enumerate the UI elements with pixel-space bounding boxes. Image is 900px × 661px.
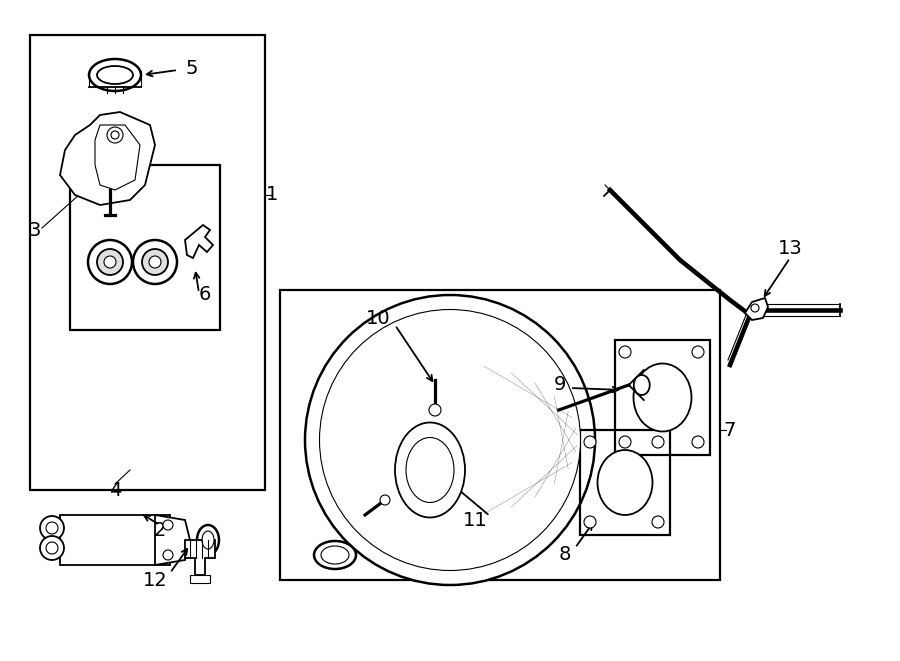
Circle shape bbox=[163, 550, 173, 560]
Circle shape bbox=[107, 127, 123, 143]
Text: 1: 1 bbox=[266, 186, 278, 204]
Circle shape bbox=[305, 295, 595, 585]
Circle shape bbox=[46, 542, 58, 554]
Circle shape bbox=[40, 516, 64, 540]
Circle shape bbox=[380, 495, 390, 505]
Ellipse shape bbox=[321, 546, 349, 564]
Text: 12: 12 bbox=[142, 570, 167, 590]
Text: 13: 13 bbox=[778, 239, 803, 258]
Circle shape bbox=[40, 536, 64, 560]
Circle shape bbox=[584, 516, 596, 528]
Ellipse shape bbox=[395, 422, 465, 518]
Text: 9: 9 bbox=[554, 375, 566, 395]
Text: 4: 4 bbox=[109, 481, 122, 500]
Circle shape bbox=[584, 436, 596, 448]
Circle shape bbox=[104, 256, 116, 268]
Circle shape bbox=[619, 346, 631, 358]
Circle shape bbox=[320, 309, 580, 570]
Circle shape bbox=[692, 436, 704, 448]
Bar bbox=[60, 515, 170, 565]
Ellipse shape bbox=[598, 450, 652, 515]
Circle shape bbox=[111, 131, 119, 139]
Polygon shape bbox=[60, 112, 155, 205]
Bar bbox=[580, 430, 670, 535]
Text: 8: 8 bbox=[559, 545, 572, 564]
Circle shape bbox=[163, 520, 173, 530]
Circle shape bbox=[46, 522, 58, 534]
Polygon shape bbox=[95, 125, 140, 190]
Text: 5: 5 bbox=[185, 59, 198, 77]
Text: 6: 6 bbox=[199, 286, 212, 305]
Text: 11: 11 bbox=[463, 510, 488, 529]
Polygon shape bbox=[185, 540, 215, 575]
Circle shape bbox=[429, 404, 441, 416]
Circle shape bbox=[133, 240, 177, 284]
Ellipse shape bbox=[314, 541, 356, 569]
Ellipse shape bbox=[634, 375, 650, 395]
Ellipse shape bbox=[634, 364, 691, 432]
Ellipse shape bbox=[89, 59, 141, 91]
Text: 10: 10 bbox=[365, 309, 391, 327]
Circle shape bbox=[652, 516, 664, 528]
Ellipse shape bbox=[202, 531, 214, 549]
Ellipse shape bbox=[406, 438, 454, 502]
Bar bbox=[70, 165, 220, 330]
Circle shape bbox=[619, 436, 631, 448]
Text: 7: 7 bbox=[724, 420, 736, 440]
Bar bbox=[30, 35, 265, 490]
Bar bbox=[615, 340, 710, 455]
Circle shape bbox=[142, 249, 168, 275]
Circle shape bbox=[97, 249, 123, 275]
Circle shape bbox=[692, 346, 704, 358]
Circle shape bbox=[751, 304, 759, 312]
Polygon shape bbox=[155, 515, 190, 565]
Circle shape bbox=[149, 256, 161, 268]
Text: 2: 2 bbox=[154, 520, 166, 539]
Polygon shape bbox=[185, 225, 213, 258]
Text: 3: 3 bbox=[29, 221, 41, 239]
Polygon shape bbox=[745, 298, 768, 320]
Ellipse shape bbox=[97, 66, 133, 84]
Circle shape bbox=[652, 436, 664, 448]
Bar bbox=[280, 290, 720, 580]
Bar bbox=[190, 575, 210, 583]
Circle shape bbox=[88, 240, 132, 284]
Ellipse shape bbox=[197, 525, 219, 555]
